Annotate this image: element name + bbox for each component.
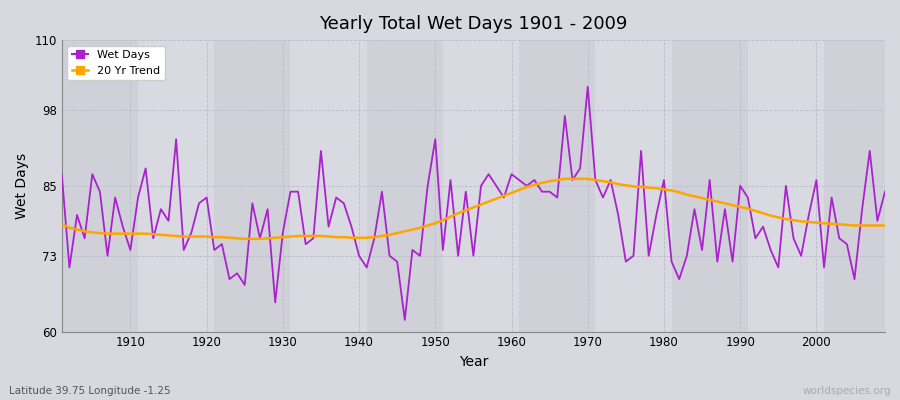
Bar	[214, 40, 291, 332]
Text: worldspecies.org: worldspecies.org	[803, 386, 891, 396]
Y-axis label: Wet Days: Wet Days	[15, 153, 29, 219]
Title: Yearly Total Wet Days 1901 - 2009: Yearly Total Wet Days 1901 - 2009	[320, 15, 627, 33]
Bar	[748, 40, 824, 332]
Legend: Wet Days, 20 Yr Trend: Wet Days, 20 Yr Trend	[68, 46, 165, 80]
Bar	[596, 40, 671, 332]
X-axis label: Year: Year	[459, 355, 488, 369]
Bar	[443, 40, 519, 332]
Bar	[671, 40, 748, 332]
Bar	[138, 40, 214, 332]
Bar	[62, 40, 138, 332]
Bar	[519, 40, 596, 332]
Bar	[824, 40, 885, 332]
Bar	[291, 40, 366, 332]
Bar	[366, 40, 443, 332]
Text: Latitude 39.75 Longitude -1.25: Latitude 39.75 Longitude -1.25	[9, 386, 171, 396]
